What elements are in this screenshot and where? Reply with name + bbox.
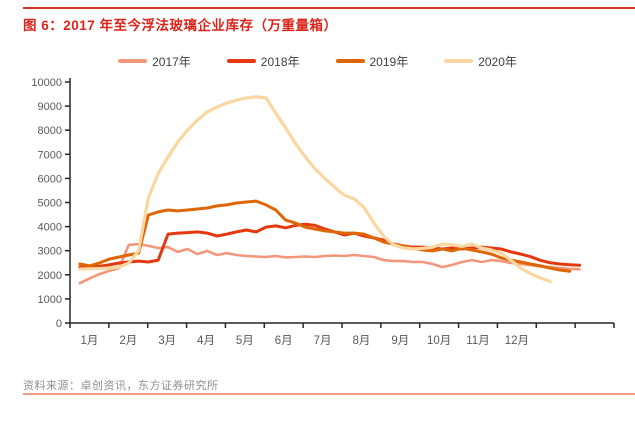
y-tick-label: 3000 (38, 246, 62, 258)
legend-item-2020: 2020年 (444, 53, 517, 70)
series-line-2020 (78, 95, 552, 284)
x-tick-label: 9月 (391, 335, 409, 347)
y-tick-label: 1000 (38, 294, 62, 306)
legend-swatch-icon (226, 59, 256, 63)
legend-label: 2020年 (478, 54, 517, 69)
y-tick-label: 6000 (38, 173, 62, 185)
y-tick-label: 7000 (38, 149, 62, 161)
source-note: 资料来源：卓创资讯，东方证券研究所 (23, 380, 219, 392)
chart-legend: 2017年 2018年 2019年 2020年 (0, 51, 635, 71)
legend-label: 2018年 (260, 54, 300, 69)
figure-title: 图 6：2017 年至今浮法玻璃企业库存（万重量箱） (23, 18, 338, 33)
x-tick-label: 11月 (466, 335, 489, 347)
x-tick-label: 5月 (236, 335, 254, 347)
x-tick-label: 4月 (197, 335, 215, 347)
x-tick-label: 1月 (80, 335, 98, 347)
legend-item-2018: 2018年 (226, 53, 300, 70)
y-tick-label: 5000 (38, 198, 62, 210)
legend-item-2019: 2019年 (335, 53, 409, 70)
x-tick-label: 12月 (505, 335, 529, 347)
footer-divider-rule (23, 393, 635, 395)
y-tick-label: 0 (56, 318, 62, 330)
series-line-2019 (78, 199, 572, 273)
y-tick-label: 2000 (38, 270, 62, 282)
legend-item-2017: 2017年 (118, 53, 191, 70)
legend-swatch-icon (335, 59, 365, 63)
legend-label: 2017年 (152, 54, 191, 69)
x-tick-label: 2月 (119, 335, 137, 347)
x-tick-label: 10月 (427, 335, 451, 347)
legend-label: 2019年 (369, 54, 409, 69)
legend-swatch-icon (118, 59, 148, 63)
y-tick-label: 10000 (31, 77, 62, 89)
y-tick-label: 9000 (38, 101, 62, 113)
x-tick-label: 3月 (158, 335, 176, 347)
x-tick-label: 6月 (275, 335, 293, 347)
y-tick-label: 4000 (38, 222, 62, 234)
top-divider-rule (23, 7, 635, 9)
legend-swatch-icon (444, 59, 474, 63)
x-tick-label: 8月 (352, 335, 370, 347)
y-tick-label: 8000 (38, 125, 62, 137)
x-tick-label: 7月 (314, 335, 332, 347)
